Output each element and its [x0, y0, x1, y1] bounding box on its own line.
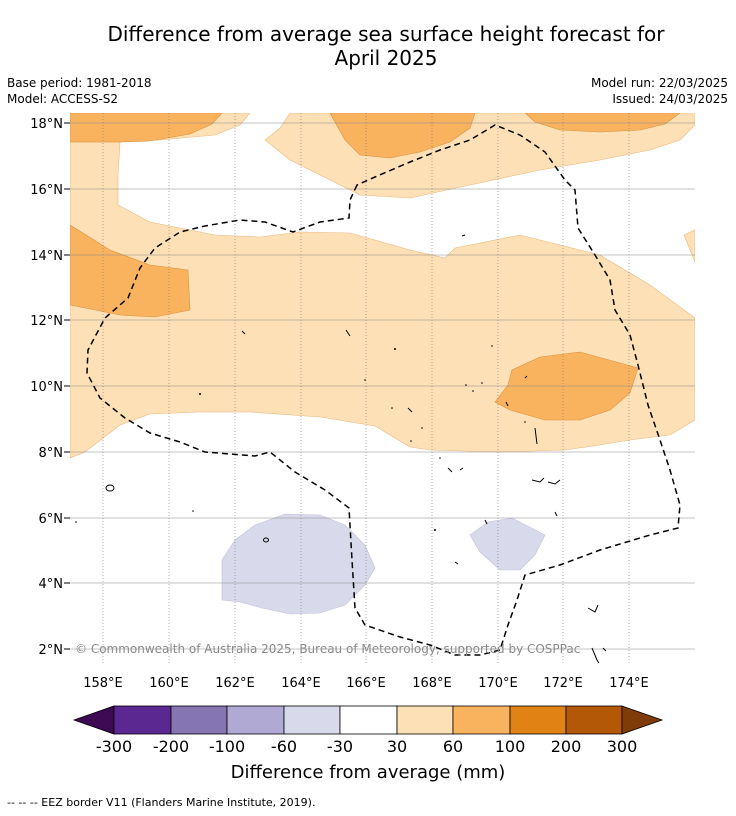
lat-label: 14°N — [30, 249, 63, 264]
colorbar-tick: 200 — [551, 737, 582, 756]
colorbar-extend-low — [72, 705, 115, 735]
chart-title: Difference from average sea surface heig… — [0, 22, 736, 70]
grid-horizontal — [70, 122, 695, 650]
colorbar-segment — [283, 705, 341, 735]
title-line-2: April 2025 — [334, 46, 438, 70]
axis-ticks — [64, 122, 70, 650]
colorbar — [72, 705, 664, 735]
lat-label: 12°N — [30, 314, 63, 329]
colorbar-segment — [565, 705, 623, 735]
colorbar-segment — [170, 705, 228, 735]
lat-label: 6°N — [39, 512, 64, 527]
eez-legend-note: -- -- -- EEZ border V11 (Flanders Marine… — [7, 796, 316, 809]
base-period: Base period: 1981-2018 — [7, 76, 152, 90]
anomaly-neg30-60 — [221, 513, 546, 615]
lon-label: 174°E — [609, 676, 649, 691]
issued-date: Issued: 24/03/2025 — [612, 92, 728, 106]
map-area — [70, 113, 695, 663]
colorbar-segment — [452, 705, 511, 735]
meta-right: Model run: 22/03/2025 Issued: 24/03/2025 — [591, 75, 728, 107]
meta-left: Base period: 1981-2018 Model: ACCESS-S2 — [7, 75, 152, 107]
lon-label: 168°E — [412, 676, 452, 691]
longitude-labels: 158°E 160°E 162°E 164°E 166°E 168°E 170°… — [83, 676, 649, 691]
colorbar-label: Difference from average (mm) — [231, 762, 506, 783]
colorbar-ticks: -300 -200 -100 -60 -30 30 60 100 200 300 — [96, 737, 637, 756]
colorbar-tick: 300 — [607, 737, 638, 756]
colorbar-tick: 30 — [387, 737, 407, 756]
lat-label: 4°N — [39, 577, 64, 592]
lat-label: 10°N — [30, 380, 63, 395]
copyright-text: © Commonwealth of Australia 2025, Bureau… — [75, 642, 580, 656]
lon-label: 172°E — [543, 676, 583, 691]
latitude-labels: 18°N 16°N 14°N 12°N 10°N 8°N 6°N 4°N 2°N — [30, 117, 63, 658]
colorbar-extend-high — [621, 705, 664, 735]
lat-label: 8°N — [39, 446, 64, 461]
colorbar-segment — [339, 705, 398, 735]
small-atolls — [75, 345, 526, 531]
lon-label: 162°E — [215, 676, 255, 691]
eez-border — [86, 124, 681, 656]
colorbar-tick: 60 — [443, 737, 463, 756]
lon-label: 166°E — [346, 676, 386, 691]
lat-label: 2°N — [39, 643, 64, 658]
colorbar-segment — [396, 705, 454, 735]
colorbar-tick: -300 — [96, 737, 132, 756]
lat-label: 16°N — [30, 183, 63, 198]
colorbar-segment — [509, 705, 567, 735]
model-name: Model: ACCESS-S2 — [7, 92, 119, 106]
lat-label: 18°N — [30, 117, 63, 132]
colorbar-tick: -60 — [271, 737, 297, 756]
colorbar-segment — [226, 705, 285, 735]
lon-label: 170°E — [478, 676, 518, 691]
islands — [105, 234, 607, 663]
model-run: Model run: 22/03/2025 — [590, 76, 728, 90]
colorbar-tick: 100 — [495, 737, 526, 756]
colorbar-tick: -30 — [327, 737, 353, 756]
colorbar-tick: -100 — [209, 737, 245, 756]
title-line-1: Difference from average sea surface heig… — [107, 22, 665, 46]
colorbar-tick: -200 — [153, 737, 189, 756]
lon-label: 160°E — [149, 676, 189, 691]
colorbar-segment — [113, 705, 172, 735]
lon-label: 164°E — [281, 676, 321, 691]
anomaly-60-100 — [70, 113, 681, 421]
lon-label: 158°E — [83, 676, 123, 691]
